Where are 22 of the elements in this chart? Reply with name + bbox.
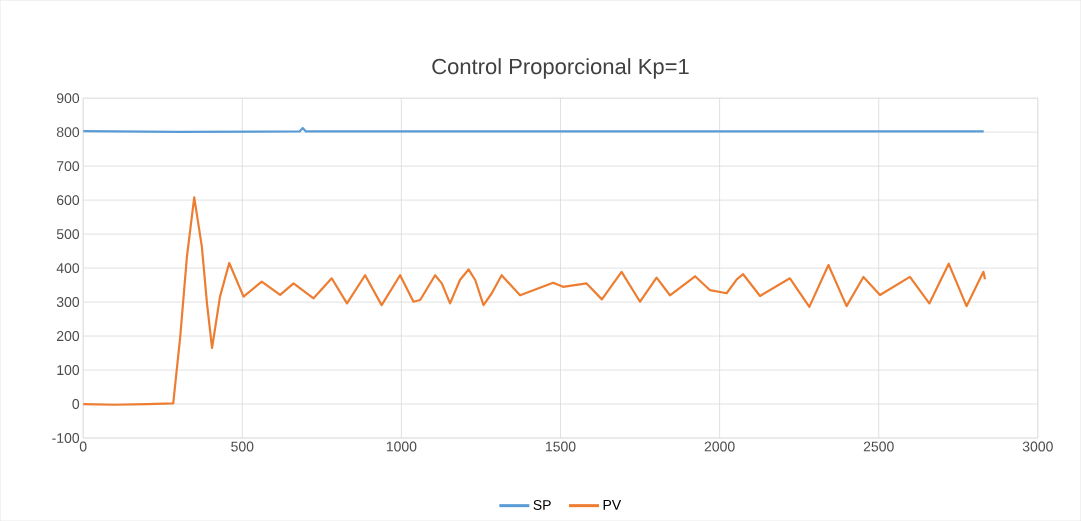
y-tick-label: 300 [56,297,80,307]
y-tick-label: 100 [57,365,80,375]
line-series [83,196,987,406]
x-tick-label: 500 [231,441,254,452]
y-tick-label: 200 [56,331,80,341]
legend-label: SP [533,499,551,510]
x-tick-label: 1000 [386,441,417,452]
x-tick-label: 3000 [1022,441,1053,452]
legend-label: PV [603,499,622,510]
x-tick-label: 2500 [863,441,894,452]
y-tick-label: 900 [56,93,80,104]
x-tick-label: 1500 [546,441,576,452]
x-tick-label: 0 [79,441,87,452]
y-tick-label: 0 [72,398,80,409]
y-tick-label: 700 [57,161,80,171]
y-tick-label: 600 [56,195,80,205]
chart-title: Control Proporcional Kp=1 [432,58,689,79]
x-tick-label: 2000 [704,441,735,452]
y-tick-label: -100 [52,432,80,443]
y-tick-label: 800 [56,127,80,138]
y-tick-label: 400 [56,263,80,273]
y-tick-label: 500 [56,229,80,239]
